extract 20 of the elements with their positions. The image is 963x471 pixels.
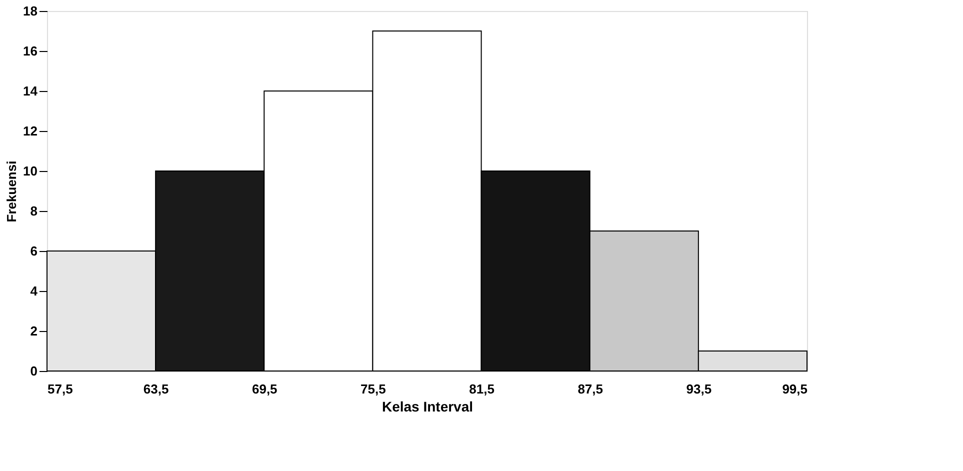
y-tick-label: 10 (23, 164, 38, 178)
x-axis-title: Kelas Interval (382, 398, 474, 414)
y-tick-label: 16 (23, 44, 38, 58)
y-tick-label: 4 (30, 284, 38, 298)
y-tick-label: 0 (30, 364, 38, 378)
x-tick-label: 81,5 (469, 382, 494, 396)
y-tick-label: 6 (30, 244, 38, 258)
y-tick-label: 12 (23, 124, 38, 138)
x-tick-label: 57,5 (48, 382, 73, 396)
x-tick-label: 75,5 (360, 382, 386, 396)
x-tick-label: 99,5 (782, 382, 808, 396)
x-tick-label: 69,5 (252, 382, 278, 396)
y-tick-label: 18 (23, 4, 38, 18)
y-axis-title: Frekuensi (4, 160, 20, 222)
x-tick-label: 93,5 (686, 382, 712, 396)
y-tick-label: 2 (30, 324, 38, 338)
x-tick-label: 63,5 (143, 382, 169, 396)
y-tick-label: 8 (30, 204, 38, 218)
y-tick-label: 14 (23, 84, 38, 98)
x-tick-label: 87,5 (578, 382, 604, 396)
